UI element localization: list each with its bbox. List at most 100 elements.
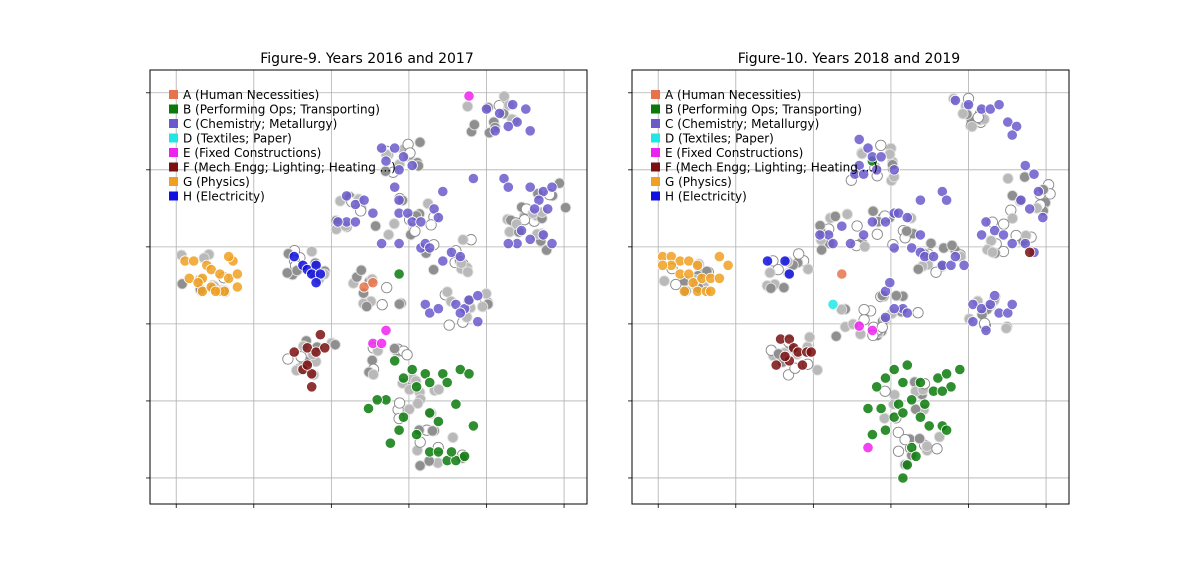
point-F [805,346,817,358]
point-B [866,428,879,441]
scatter-points [175,90,572,472]
unclassified-point [403,403,415,415]
unclassified-point [414,136,426,148]
point-F [301,359,313,371]
point-C [901,212,913,224]
point-C [507,99,519,111]
point-C [358,194,370,206]
unclassified-point [461,100,474,113]
point-C [397,151,410,163]
point-G [183,272,195,284]
point-B [879,424,892,436]
point-C [524,181,536,193]
point-H [310,277,322,289]
unclassified-point [658,275,670,287]
point-C [1006,298,1018,310]
point-C [1032,185,1045,198]
point-B [914,376,927,389]
point-C [415,216,427,228]
point-C [857,168,870,180]
unclassified-point [468,119,481,131]
point-H [761,255,774,267]
unclassified-point [329,339,341,351]
point-C [949,94,962,107]
point-C [349,216,361,228]
point-H [288,251,300,263]
point-C [375,142,388,154]
point-C [914,194,927,206]
point-C [367,207,379,219]
unclassified-point [409,225,421,237]
point-C [445,246,458,258]
point-C [940,194,953,206]
unclassified-point [381,281,393,294]
point-B [897,472,909,484]
point-C [984,298,996,310]
point-C [489,125,501,137]
point-G [196,285,208,297]
unclassified-point [793,248,805,260]
legend-label: B (Performing Ops; Transporting) [665,103,862,117]
unclassified-point [830,330,842,342]
legend-swatch [651,148,660,157]
point-G [223,251,235,263]
unclassified-point [425,219,437,231]
point-C [866,216,879,228]
point-B [879,372,892,384]
point-C [1037,212,1049,224]
point-B [362,402,375,415]
point-B [897,376,909,389]
point-C [432,212,444,224]
unclassified-point [426,425,439,437]
point-C [472,316,484,328]
point-B [901,459,913,471]
legend-label: C (Chemistry; Metallurgy) [665,117,819,131]
point-B [910,450,922,462]
point-B [393,268,405,280]
unclassified-point [281,267,293,279]
point-G [678,285,691,297]
point-B [919,398,931,410]
scatter-points [656,92,1056,484]
legend: A (Human Necessities)B (Performing Ops; … [651,88,878,204]
point-B [897,407,909,419]
point-C [1015,194,1027,206]
legend-swatch [169,133,178,143]
point-B [424,407,436,419]
point-C [432,303,444,315]
point-B [410,381,423,393]
point-C [901,307,913,319]
point-E [375,337,388,349]
unclassified-point [1000,322,1012,334]
point-B [888,363,900,376]
point-C [975,229,988,241]
point-C [546,238,558,250]
unclassified-point [1019,171,1031,183]
unclassified-point [802,263,814,275]
point-B [389,355,401,367]
point-F [1024,246,1036,258]
point-C [393,194,405,206]
unclassified-point [498,90,510,103]
legend-label: G (Physics) [183,175,250,189]
point-A [367,277,379,289]
point-C [984,103,996,115]
unclassified-point [814,219,826,232]
point-B [419,368,431,380]
point-C [1006,129,1018,141]
unclassified-point [957,108,969,120]
point-C [871,164,883,176]
point-C [524,233,536,245]
point-C [520,103,532,115]
point-C [857,229,870,241]
point-C [454,307,466,319]
point-F [288,346,300,358]
point-E [866,324,879,336]
unclassified-point [443,319,455,331]
unclassified-point [912,307,924,319]
point-B [397,372,410,384]
unclassified-point [986,246,999,258]
point-C [546,181,558,193]
point-B [875,402,887,415]
